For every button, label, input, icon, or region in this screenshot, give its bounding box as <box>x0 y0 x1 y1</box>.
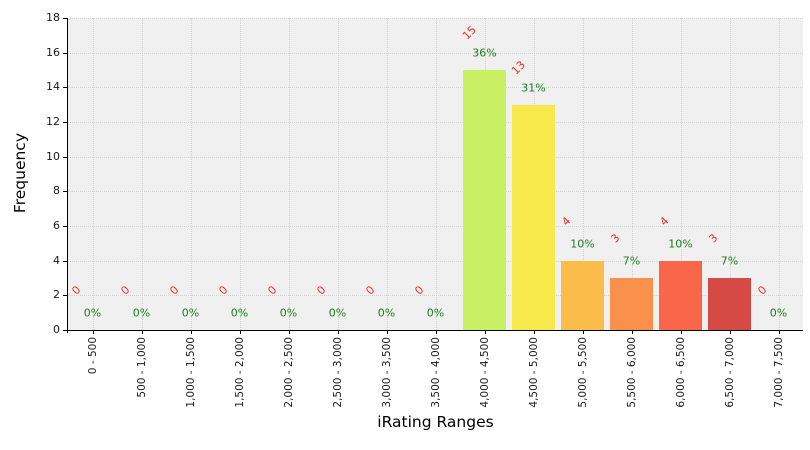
x-tick-mark <box>386 330 388 334</box>
x-tick-mark <box>484 330 486 334</box>
bar-percent-label: 0% <box>426 306 445 320</box>
x-tick-label: 5,500 - 6,000 <box>625 337 638 408</box>
x-tick-label: 6,000 - 6,500 <box>674 337 687 408</box>
gridline-vertical <box>92 18 94 330</box>
x-tick-label: 2,500 - 3,000 <box>331 337 344 408</box>
gridline-vertical <box>435 18 437 330</box>
x-tick-label: 0 - 500 <box>86 337 99 375</box>
bar <box>708 278 751 330</box>
x-tick-label: 7,000 - 7,500 <box>772 337 785 408</box>
x-tick-mark <box>680 330 682 334</box>
x-tick-label: 2,000 - 2,500 <box>282 337 295 408</box>
y-tick-mark <box>63 330 67 331</box>
bar-percent-label: 0% <box>377 306 396 320</box>
bar-percent-label: 0% <box>328 306 347 320</box>
x-tick-mark <box>582 330 584 334</box>
bar-percent-label: 0% <box>279 306 298 320</box>
gridline-vertical <box>288 18 290 330</box>
bar-percent-label: 7% <box>720 254 739 268</box>
y-tick-label: 10 <box>46 149 60 163</box>
bar-percent-label: 0% <box>769 306 788 320</box>
x-tick-mark <box>631 330 633 334</box>
x-tick-label: 6,500 - 7,000 <box>723 337 736 408</box>
x-tick-mark <box>288 330 290 334</box>
x-tick-mark <box>141 330 143 334</box>
x-tick-label: 1,000 - 1,500 <box>184 337 197 408</box>
x-tick-label: 4,500 - 5,000 <box>527 337 540 408</box>
bar-percent-label: 10% <box>570 237 595 251</box>
bar-percent-label: 0% <box>132 306 151 320</box>
gridline-vertical <box>680 18 682 330</box>
bar-percent-label: 36% <box>472 46 497 60</box>
x-tick-mark <box>778 330 780 334</box>
y-tick-label: 16 <box>46 45 60 59</box>
y-tick-mark <box>63 260 67 262</box>
y-tick-mark <box>63 122 67 123</box>
gridline-vertical <box>729 18 731 330</box>
x-tick-label: 5,000 - 5,500 <box>576 337 589 408</box>
gridline-vertical <box>337 18 339 330</box>
bar-count-label: 13 <box>508 57 528 78</box>
bar-count-label: 15 <box>459 23 479 43</box>
bar-percent-label: 0% <box>181 306 200 320</box>
y-tick-label: 2 <box>53 288 60 302</box>
y-tick-label: 4 <box>53 253 60 267</box>
gridline-vertical <box>386 18 388 330</box>
y-axis-spine <box>67 18 68 334</box>
gridline-vertical <box>141 18 143 330</box>
x-tick-label: 4,000 - 4,500 <box>478 337 491 408</box>
y-tick-label: 18 <box>46 11 60 24</box>
bar-percent-label: 7% <box>622 254 641 268</box>
bar-percent-label: 0% <box>230 306 249 320</box>
y-tick-mark <box>63 52 67 54</box>
x-tick-mark <box>239 330 241 334</box>
y-tick-label: 12 <box>46 115 60 128</box>
x-tick-label: 500 - 1,000 <box>135 337 148 398</box>
x-axis-title: iRating Ranges <box>377 413 494 431</box>
bar <box>463 70 506 330</box>
y-tick-mark <box>63 18 67 19</box>
y-tick-label: 6 <box>53 219 60 232</box>
gridline-vertical <box>582 18 584 330</box>
y-tick-mark <box>63 295 67 297</box>
bar <box>659 260 702 330</box>
y-tick-mark <box>63 87 67 89</box>
bar-percent-label: 31% <box>521 81 546 95</box>
bar <box>561 260 604 330</box>
bar-percent-label: 10% <box>668 237 693 251</box>
bar <box>610 278 653 330</box>
bar <box>512 104 555 330</box>
x-axis-spine <box>67 330 803 331</box>
x-tick-mark <box>190 330 192 334</box>
x-tick-mark <box>92 330 94 334</box>
x-tick-mark <box>729 330 731 334</box>
x-tick-mark <box>337 330 339 334</box>
plot-area: 0 2 4 6 8 10 12 14 16 18 0 - 500 0 0% 500 - 1,000 0 0% 1… <box>46 11 803 408</box>
x-tick-label: 3,500 - 4,000 <box>429 337 442 408</box>
y-tick-mark <box>63 156 67 158</box>
x-tick-mark <box>435 330 437 334</box>
x-tick-label: 3,000 - 3,500 <box>380 337 393 408</box>
bar-count-label: 3 <box>607 231 622 246</box>
y-tick-mark <box>63 191 67 193</box>
x-tick-mark <box>533 330 535 334</box>
y-tick-label: 14 <box>46 80 60 94</box>
y-tick-label: 0 <box>53 323 60 336</box>
bar-percent-label: 0% <box>83 306 102 320</box>
x-tick-label: 1,500 - 2,000 <box>233 337 246 408</box>
gridline-vertical <box>778 18 780 330</box>
gridline-vertical <box>239 18 241 330</box>
y-tick-mark <box>63 226 67 227</box>
bar-count-label: 3 <box>705 231 720 246</box>
gridline-vertical <box>190 18 192 330</box>
gridline-vertical <box>631 18 633 330</box>
y-axis-title: Frequency <box>11 133 29 214</box>
y-tick-label: 8 <box>53 184 60 198</box>
